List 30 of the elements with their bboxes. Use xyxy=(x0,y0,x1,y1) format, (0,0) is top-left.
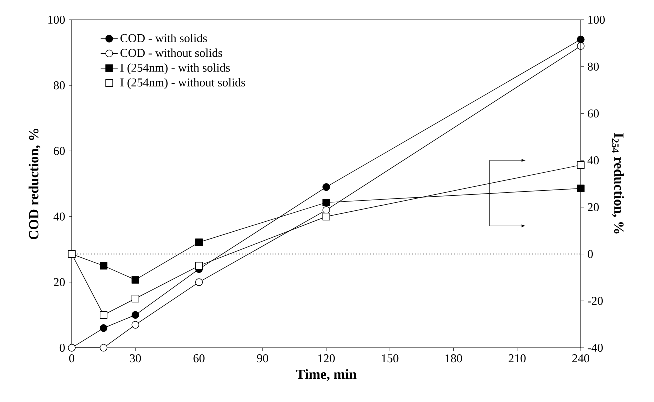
y-axis-title: COD reduction, % xyxy=(28,129,41,240)
legend-label: COD - with solids xyxy=(120,34,208,42)
y-tick-label: 80 xyxy=(54,82,66,90)
legend-label: I (254nm) - without solids xyxy=(120,78,246,90)
y2-tick-label: -40 xyxy=(588,344,603,352)
legend-label: COD - without solids xyxy=(120,48,222,58)
x-tick-label: 30 xyxy=(130,354,142,363)
x-tick-label: 0 xyxy=(69,354,75,363)
y2-tick-label: 60 xyxy=(588,110,600,118)
y-tick-label: 0 xyxy=(60,344,66,352)
y2-tick-label: -20 xyxy=(588,297,603,306)
y-tick-label: 20 xyxy=(54,278,66,286)
x-tick-label: 240 xyxy=(572,354,590,363)
y-tick-label: 100 xyxy=(48,16,66,24)
y2-tick-label: 20 xyxy=(588,203,600,212)
x-tick-label: 60 xyxy=(194,354,205,363)
x-tick-label: 210 xyxy=(508,354,526,363)
y2-tick-label: 0 xyxy=(588,250,594,258)
y-tick-label: 40 xyxy=(54,212,66,221)
y2-axis-title: I$_{254}$ reduction, % xyxy=(612,133,624,234)
y-tick-label: 60 xyxy=(54,147,66,156)
x-tick-label: 150 xyxy=(382,354,399,363)
legend-label: I (254nm) - with solids xyxy=(120,64,230,74)
y2-tick-label: 40 xyxy=(588,156,600,165)
x-axis-title: Time, min xyxy=(296,369,357,382)
y2-tick-label: 80 xyxy=(588,62,600,71)
x-tick-label: 90 xyxy=(257,354,268,363)
x-tick-label: 120 xyxy=(318,354,336,363)
y2-tick-label: 100 xyxy=(588,16,605,24)
x-tick-label: 180 xyxy=(446,354,462,363)
